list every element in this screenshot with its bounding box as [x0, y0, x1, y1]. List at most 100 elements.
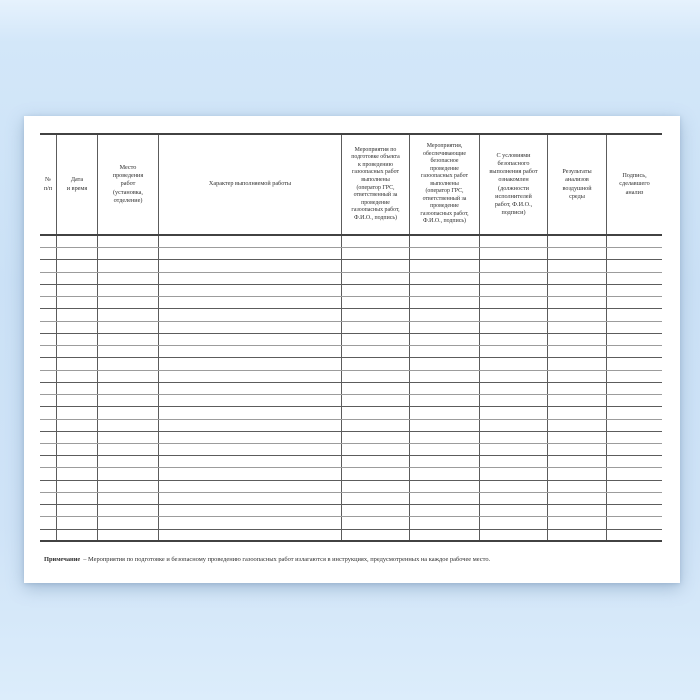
table-cell — [159, 248, 342, 260]
table-cell — [480, 443, 548, 456]
table-cell — [342, 236, 410, 248]
table-cell — [607, 322, 662, 333]
table-cell — [40, 492, 57, 505]
table-cell — [480, 456, 548, 468]
table-cell — [480, 260, 548, 272]
table-cell — [410, 468, 480, 480]
table-cell — [410, 407, 480, 419]
table-cell — [40, 529, 57, 540]
table-cell — [57, 272, 98, 284]
table-cell — [548, 297, 607, 309]
table-row — [40, 505, 662, 518]
table-cell — [98, 272, 159, 284]
table-cell — [57, 492, 98, 505]
table-cell — [57, 382, 98, 395]
table-cell — [40, 419, 57, 431]
table-cell — [607, 260, 662, 271]
table-cell — [57, 260, 98, 272]
table-cell — [480, 517, 548, 529]
table-cell — [548, 370, 607, 382]
table-cell — [57, 309, 98, 321]
table-cell — [410, 529, 480, 540]
table-cell — [342, 333, 410, 346]
table-cell — [40, 468, 57, 480]
table-row — [40, 492, 662, 506]
table-cell — [159, 517, 342, 529]
table-cell — [548, 260, 607, 272]
table-row — [40, 407, 662, 420]
table-cell — [607, 248, 662, 259]
table-cell — [480, 297, 548, 309]
table-cell — [40, 395, 57, 407]
table-cell — [98, 492, 159, 505]
table-cell — [607, 432, 662, 443]
table-row — [40, 284, 662, 298]
table-cell — [159, 284, 342, 297]
table-cell — [480, 505, 548, 517]
table-cell — [607, 444, 662, 455]
column-header-preparation-measures: Мероприятия по подготовке объекта к пров… — [342, 135, 410, 234]
table-cell — [98, 456, 159, 468]
table-row — [40, 431, 662, 444]
table-cell — [548, 431, 607, 443]
table-cell — [410, 480, 480, 492]
gas-hazardous-works-journal-table: № п/п Дата и время Место проведения работ … — [40, 133, 662, 542]
table-cell — [607, 309, 662, 320]
table-cell — [480, 395, 548, 407]
table-cell — [98, 431, 159, 443]
table-cell — [607, 371, 662, 382]
table-cell — [410, 492, 480, 505]
table-cell — [40, 272, 57, 284]
table-cell — [607, 383, 662, 394]
table-header-row: № п/п Дата и время Место проведения работ … — [40, 133, 662, 236]
table-cell — [57, 468, 98, 480]
table-cell — [40, 321, 57, 333]
table-row — [40, 480, 662, 493]
table-cell — [342, 419, 410, 431]
table-cell — [480, 480, 548, 492]
table-cell — [480, 321, 548, 333]
table-cell — [410, 517, 480, 529]
column-header-date-time: Дата и время — [57, 135, 98, 234]
table-cell — [548, 321, 607, 333]
table-cell — [342, 370, 410, 382]
table-cell — [410, 443, 480, 456]
table-cell — [607, 468, 662, 479]
table-cell — [98, 419, 159, 431]
table-cell — [98, 297, 159, 309]
note-label: Примечание — [44, 556, 81, 563]
table-cell — [159, 260, 342, 272]
table-cell — [40, 346, 57, 358]
table-cell — [607, 505, 662, 516]
table-row — [40, 236, 662, 249]
table-cell — [480, 370, 548, 382]
table-cell — [159, 370, 342, 382]
table-cell — [342, 284, 410, 297]
table-cell — [98, 346, 159, 358]
table-cell — [607, 407, 662, 418]
table-cell — [98, 358, 159, 370]
table-cell — [40, 382, 57, 395]
table-cell — [480, 248, 548, 260]
table-cell — [548, 529, 607, 540]
table-cell — [159, 492, 342, 505]
table-row — [40, 358, 662, 371]
table-row — [40, 333, 662, 347]
table-cell — [342, 492, 410, 505]
table-cell — [40, 443, 57, 456]
table-cell — [410, 248, 480, 260]
table-cell — [342, 517, 410, 529]
table-row — [40, 297, 662, 310]
table-cell — [480, 309, 548, 321]
table-cell — [98, 468, 159, 480]
table-cell — [57, 443, 98, 456]
column-header-safety-measures: Мероприятия, обеспечивающие безопасное п… — [410, 135, 480, 234]
table-cell — [342, 321, 410, 333]
table-row — [40, 517, 662, 530]
table-cell — [57, 297, 98, 309]
table-cell — [548, 468, 607, 480]
table-row — [40, 248, 662, 261]
table-cell — [159, 407, 342, 419]
table-cell — [410, 260, 480, 272]
